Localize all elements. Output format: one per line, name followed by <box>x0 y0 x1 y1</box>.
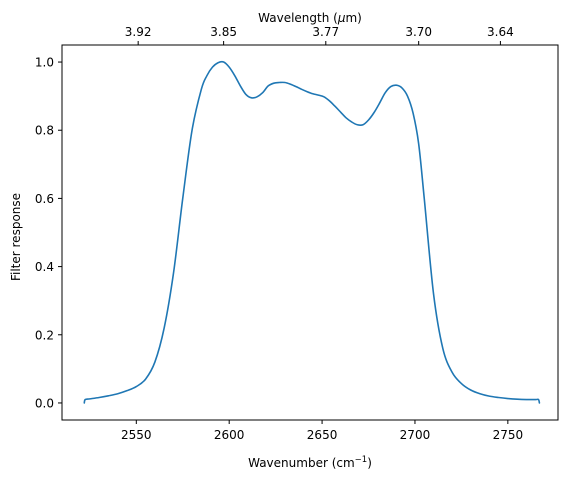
y-tick-label-1.0: 1.0 <box>35 56 54 70</box>
plot-frame <box>61 44 559 421</box>
y-tick-label-0.0: 0.0 <box>35 396 54 410</box>
top-axis-label-unit: m) <box>345 11 361 25</box>
x-axis-label-close: ) <box>367 456 372 470</box>
y-tick-label-0.8: 0.8 <box>35 124 54 138</box>
top-tick-label-3.85: 3.85 <box>210 25 237 39</box>
top-axis: 3.92 3.85 3.77 3.70 3.64 <box>125 25 514 45</box>
x-tick-label-2650: 2650 <box>307 428 338 442</box>
top-tick-label-3.64: 3.64 <box>487 25 514 39</box>
y-axis-label: Filter response <box>9 193 23 281</box>
y-tick-label-0.4: 0.4 <box>35 260 54 274</box>
top-tick-label-3.92: 3.92 <box>125 25 152 39</box>
x-tick-label-2550: 2550 <box>121 428 152 442</box>
x-tick-label-2700: 2700 <box>400 428 431 442</box>
x-axis-label-exponent: −1 <box>355 455 368 465</box>
bottom-axis: 2550 2600 2650 2700 2750 <box>121 420 523 442</box>
y-tick-label-0.6: 0.6 <box>35 192 54 206</box>
top-tick-label-3.77: 3.77 <box>312 25 339 39</box>
top-axis-label: Wavelength (μm) <box>258 11 362 25</box>
filter-response-line <box>83 60 541 404</box>
y-tick-label-0.2: 0.2 <box>35 328 54 342</box>
x-axis-label: Wavenumber (cm−1) <box>248 455 372 470</box>
top-tick-label-3.70: 3.70 <box>405 25 432 39</box>
x-tick-label-2750: 2750 <box>493 428 524 442</box>
x-tick-label-2600: 2600 <box>214 428 245 442</box>
left-axis: 0.0 0.2 0.4 0.6 0.8 1.0 <box>35 56 62 410</box>
top-axis-label-mu: μ <box>337 11 346 25</box>
